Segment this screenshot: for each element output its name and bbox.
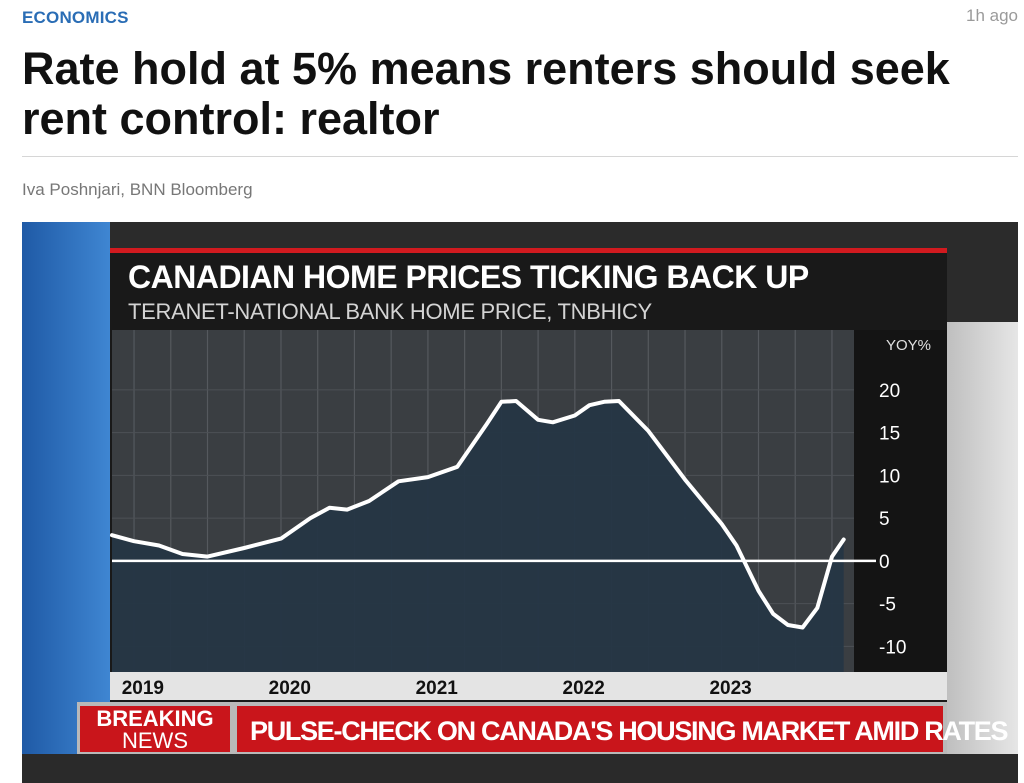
y-tick-labels: 20 15 10 5 0 -5 -10 <box>879 381 906 658</box>
x-tick-label-3: 2022 <box>563 678 605 699</box>
y-tick-label-3: 5 <box>879 509 890 530</box>
chart-series <box>110 399 876 672</box>
ticker-text: PULSE-CHECK ON CANADA'S HOUSING MARKET A… <box>250 716 1008 746</box>
y-tick-label-5: -5 <box>879 595 896 616</box>
y-tick-label-0: 20 <box>879 381 900 402</box>
x-tick-label-0: 2019 <box>122 678 164 699</box>
byline: Iva Poshnjari, BNN Bloomberg <box>22 180 253 199</box>
section-label[interactable]: ECONOMICS <box>22 8 129 27</box>
y-tick-label-1: 15 <box>879 424 900 445</box>
y-axis-unit: YOY% <box>886 337 931 354</box>
divider <box>22 156 1018 157</box>
graphic-top-accent <box>110 248 947 253</box>
y-tick-label-4: 0 <box>879 552 890 573</box>
timestamp: 1h ago <box>966 6 1018 25</box>
y-tick-label-6: -10 <box>879 637 906 658</box>
x-tick-label-1: 2020 <box>269 678 311 699</box>
series-line <box>110 399 846 630</box>
chart-title: CANADIAN HOME PRICES TICKING BACK UP <box>128 259 809 295</box>
y-tick-label-2: 10 <box>879 466 900 487</box>
area-fill <box>112 400 844 672</box>
breaking-news-badge <box>80 706 230 752</box>
x-tick-labels: 2019 2020 2021 2022 2023 <box>122 678 752 699</box>
article-image[interactable]: CANADIAN HOME PRICES TICKING BACK UP TER… <box>22 222 1018 783</box>
breaking-label: BREAKING <box>96 706 213 731</box>
studio-blue-panel <box>22 222 110 783</box>
studio-right-panel <box>947 322 1018 783</box>
x-axis-strip <box>110 672 947 700</box>
x-tick-label-4: 2023 <box>709 678 751 699</box>
studio-floor <box>22 754 1018 783</box>
ticker-bar <box>237 706 943 752</box>
news-label: NEWS <box>122 728 188 753</box>
chart-subtitle: TERANET-NATIONAL BANK HOME PRICE, TNBHIC… <box>128 299 653 324</box>
y-axis-area <box>854 330 947 672</box>
broadcast-frame: CANADIAN HOME PRICES TICKING BACK UP TER… <box>22 222 1018 783</box>
x-tick-label-2: 2021 <box>416 678 459 699</box>
article-headline: Rate hold at 5% means renters should see… <box>22 43 950 144</box>
